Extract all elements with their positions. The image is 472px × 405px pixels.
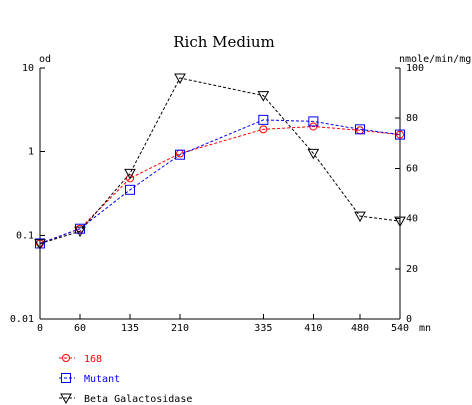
data-point <box>176 149 184 158</box>
y-left-tick-label: 0.1 <box>16 230 34 241</box>
x-tick-label: 335 <box>254 323 272 334</box>
data-point <box>395 129 405 140</box>
data-point <box>126 174 134 183</box>
data-point <box>394 216 406 228</box>
data-point <box>309 122 318 131</box>
legend: 168 Mutant Beta Galactosidase <box>59 354 192 405</box>
legend-marker <box>61 373 71 383</box>
x-tick-label: 480 <box>351 323 369 334</box>
data-point <box>354 211 366 223</box>
y-right-axis-label: nmole/min/mg <box>399 54 471 65</box>
x-axis-label: mn <box>419 323 431 334</box>
y-right-tick-label: 20 <box>406 264 418 275</box>
data-point <box>124 168 136 180</box>
y-right-tick-label: 80 <box>406 113 418 124</box>
series-0 <box>36 122 404 248</box>
data-point <box>125 184 135 195</box>
data-point <box>174 73 186 85</box>
series-2 <box>34 73 406 250</box>
y-left-tick-label: 10 <box>22 63 34 74</box>
data-point <box>175 149 185 160</box>
y-right-tick-label: 40 <box>406 214 418 225</box>
y-left-axis-label: od <box>39 54 51 65</box>
x-tick-label: 410 <box>304 323 322 334</box>
data-point <box>76 224 84 233</box>
series-1 <box>35 114 405 249</box>
data-point <box>257 91 270 102</box>
y-left-tick-label: 0.01 <box>10 314 34 325</box>
data-point <box>74 226 86 238</box>
x-tick-label: 60 <box>74 323 86 334</box>
y-right-tick-label: 0 <box>406 314 412 325</box>
chart-title: Rich Medium <box>173 33 274 51</box>
axis-ticks: 0 60 135 210 335 410 480 540 10 1 0.1 0.01 100 80 60 40… <box>10 63 424 334</box>
legend-item: Mutant <box>59 373 120 385</box>
legend-label: Beta Galactosidase <box>84 394 192 405</box>
x-tick-label: 135 <box>121 323 139 334</box>
series-line <box>39 119 401 244</box>
y-left-tick-label: 1 <box>28 147 34 158</box>
legend-label: 168 <box>84 354 102 365</box>
data-point <box>308 116 319 127</box>
y-right-tick-label: 60 <box>406 163 418 174</box>
x-tick-label: 540 <box>391 323 409 334</box>
legend-label: Mutant <box>84 374 120 385</box>
legend-marker <box>60 393 72 405</box>
data-point <box>355 124 365 135</box>
plot-series <box>34 73 406 250</box>
legend-marker <box>62 354 70 362</box>
data-point <box>307 148 320 160</box>
series-line <box>39 77 401 245</box>
legend-item: Beta Galactosidase <box>59 393 192 405</box>
data-point <box>258 114 269 125</box>
y-right-tick-label: 100 <box>406 63 424 74</box>
x-tick-label: 210 <box>171 323 189 334</box>
series-line <box>39 125 401 244</box>
data-point <box>34 239 46 250</box>
x-tick-label: 0 <box>37 323 43 334</box>
data-point <box>259 125 268 134</box>
legend-item: 168 <box>59 354 102 365</box>
